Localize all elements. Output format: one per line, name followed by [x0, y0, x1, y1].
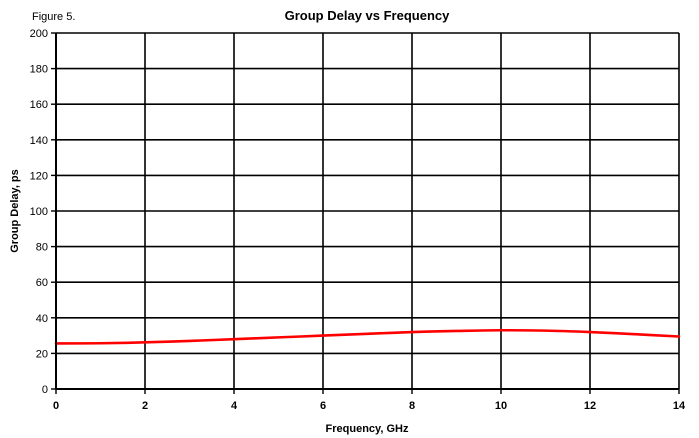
- grid-lines: [56, 32, 680, 389]
- y-tick-label: 80: [36, 242, 48, 254]
- y-tick-labels: 0 20 40 60 80 100 120 140 160 180 200: [30, 28, 48, 396]
- y-axis-title: Group Delay, ps: [9, 169, 21, 253]
- y-tick-label: 60: [36, 277, 48, 289]
- x-tick-label: 6: [320, 400, 326, 412]
- y-tick-label: 40: [36, 313, 48, 325]
- series-layer: [54, 328, 681, 345]
- y-tick-label: 120: [30, 170, 48, 182]
- x-axis-title: Frequency, GHz: [326, 423, 409, 435]
- x-tick-label: 0: [53, 400, 59, 412]
- x-tick-labels: 0 2 4 6 8 10 12 14: [53, 400, 686, 412]
- group-delay-series-line: [54, 328, 681, 345]
- y-tick-label: 180: [30, 64, 48, 76]
- x-tick-label: 14: [673, 400, 686, 412]
- x-tick-label: 10: [495, 400, 507, 412]
- y-tick-label: 0: [42, 384, 48, 396]
- x-tick-label: 12: [584, 400, 596, 412]
- y-tick-label: 140: [30, 135, 48, 147]
- x-tick-label: 8: [409, 400, 415, 412]
- x-tick-label: 2: [142, 400, 148, 412]
- y-tick-label: 160: [30, 99, 48, 111]
- y-tick-label: 100: [30, 206, 48, 218]
- axes: [51, 32, 680, 394]
- figure-label: Figure 5.: [32, 11, 75, 23]
- x-tick-label: 4: [231, 400, 238, 412]
- y-tick-label: 20: [36, 348, 48, 360]
- y-tick-label: 200: [30, 28, 48, 40]
- chart-title: Group Delay vs Frequency: [285, 8, 450, 23]
